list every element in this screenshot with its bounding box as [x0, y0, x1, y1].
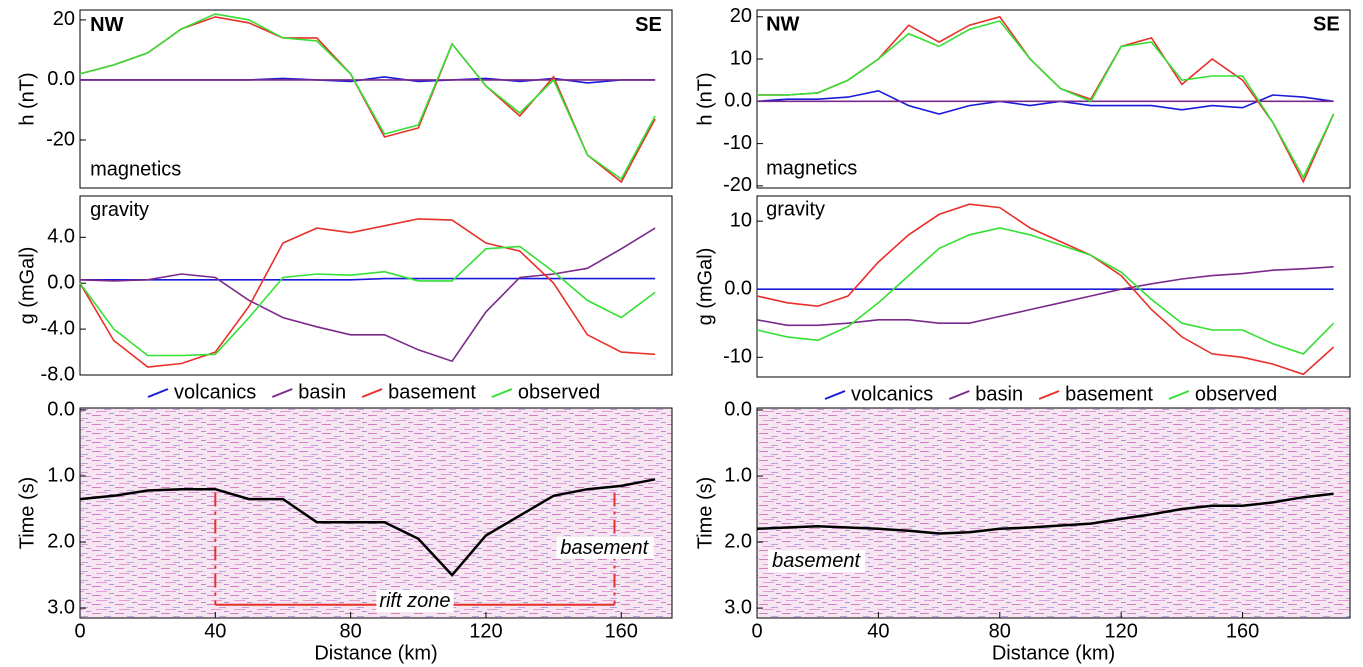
y-tick-label: 0.0 — [724, 278, 752, 300]
y-tick-label: -20 — [723, 174, 752, 196]
y-tick-label: 4.0 — [47, 226, 75, 248]
x-tick-label: 40 — [867, 620, 889, 642]
y-tick-label: 1.0 — [47, 464, 75, 486]
series-line — [79, 16, 656, 184]
series-line — [79, 227, 656, 363]
x-tick-label: 80 — [989, 620, 1011, 642]
label-background — [768, 550, 866, 573]
legend-swatch — [361, 388, 383, 398]
seismic-section — [80, 408, 672, 618]
y-tick-label: -10 — [723, 346, 752, 368]
plot-frame — [79, 407, 673, 619]
series-line — [79, 218, 656, 368]
legend-swatch — [147, 388, 169, 398]
plot-frame — [79, 195, 673, 376]
y-tick-label: 0.0 — [724, 90, 752, 112]
annotation: magnetics — [90, 158, 181, 180]
series-line — [79, 245, 656, 357]
legend-label: basin — [975, 383, 1023, 405]
series-line — [756, 89, 1334, 115]
y-tick-label: 0.0 — [47, 271, 75, 293]
legend-label: basement — [388, 381, 476, 403]
y-axis-title: Time (s) — [694, 477, 716, 550]
y-axis-title: g (mGal) — [16, 247, 38, 325]
y-tick-label: 2.0 — [724, 530, 752, 552]
y-tick-label: 20 — [730, 5, 752, 27]
x-axis-title: Distance (km) — [314, 642, 437, 664]
y-tick-label: 3.0 — [47, 596, 75, 618]
legend-swatch — [1038, 390, 1060, 400]
y-tick-label: -10 — [723, 132, 752, 154]
x-tick-label: 80 — [340, 620, 362, 642]
legend-swatch — [824, 390, 846, 400]
x-axis-title: Distance (km) — [992, 642, 1115, 664]
annotation: magnetics — [766, 157, 857, 179]
y-tick-label: -8.0 — [41, 363, 75, 385]
label-background — [376, 590, 454, 613]
legend-swatch — [1168, 390, 1190, 400]
y-tick-label: 10 — [730, 47, 752, 69]
series-line — [757, 20, 1335, 180]
y-axis-title: h (nT) — [694, 72, 716, 125]
series-line — [756, 227, 1335, 355]
legend-swatch — [948, 390, 970, 400]
seismic-section — [757, 408, 1350, 618]
plot-frame — [756, 9, 1351, 189]
annotation: gravity — [90, 199, 149, 221]
y-axis-title: Time (s) — [16, 477, 38, 550]
x-tick-label: 0 — [74, 620, 85, 642]
x-tick-label: 0 — [751, 620, 762, 642]
y-tick-label: 10 — [730, 209, 752, 231]
x-tick-label: 160 — [605, 620, 638, 642]
series-line — [80, 277, 656, 281]
legend-label: basement — [1065, 383, 1153, 405]
y-tick-label: 20 — [53, 8, 75, 30]
plot-frame — [79, 9, 673, 189]
series-line — [756, 492, 1334, 535]
y-tick-label: 2.0 — [47, 530, 75, 552]
legend-swatch — [271, 388, 293, 398]
series-line — [756, 266, 1334, 327]
annotation: SE — [635, 14, 662, 36]
x-tick-label: 120 — [1104, 620, 1137, 642]
annotation: NW — [766, 14, 799, 36]
annotation: basement — [560, 537, 649, 559]
legend-label: observed — [1195, 383, 1277, 405]
series-line — [79, 13, 656, 181]
legend-swatch — [491, 388, 513, 398]
y-tick-label: 0.0 — [724, 398, 752, 420]
label-background — [556, 536, 654, 559]
legend-label: volcanics — [851, 383, 933, 405]
bracket-label: rift zone — [379, 590, 450, 612]
y-axis-title: g (mGal) — [694, 248, 716, 326]
legend-label: basin — [298, 381, 346, 403]
x-tick-label: 120 — [469, 620, 502, 642]
annotation: gravity — [766, 199, 825, 221]
legend-label: observed — [518, 381, 600, 403]
y-tick-label: 0.0 — [47, 68, 75, 90]
x-tick-label: 40 — [204, 620, 226, 642]
series-line — [756, 203, 1335, 376]
y-tick-label: -4.0 — [41, 317, 75, 339]
y-tick-label: 3.0 — [724, 596, 752, 618]
plot-frame — [756, 195, 1351, 378]
x-tick-label: 160 — [1226, 620, 1259, 642]
legend-label: volcanics — [174, 381, 256, 403]
annotation: basement — [772, 550, 861, 572]
annotation: SE — [1313, 14, 1340, 36]
y-tick-label: 0.0 — [47, 398, 75, 420]
series-line — [79, 478, 656, 577]
annotation: NW — [90, 14, 123, 36]
y-tick-label: -20 — [46, 128, 75, 150]
y-tick-label: 1.0 — [724, 464, 752, 486]
y-axis-title: h (nT) — [16, 72, 38, 125]
plot-frame — [756, 407, 1351, 619]
